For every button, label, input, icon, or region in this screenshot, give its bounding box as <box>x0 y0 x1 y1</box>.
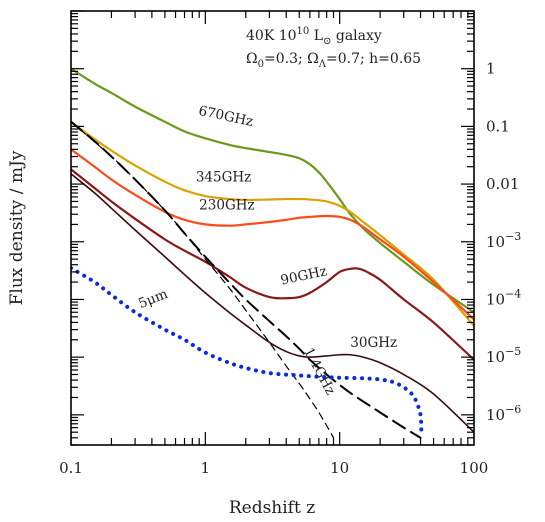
series-670ghz-line <box>71 67 474 314</box>
y-tick-label: 0.1 <box>486 117 510 135</box>
series-345ghz-line <box>71 120 474 327</box>
series-label-1-4ghz: 1.4GHz <box>300 345 338 398</box>
series-extrapolation-6-line <box>71 121 335 439</box>
x-tick-label: 0.1 <box>59 459 83 477</box>
annotation-line-2: Ω0=0.3; ΩΛ=0.7; h=0.65 <box>246 51 421 70</box>
y-tick-label: 10−5 <box>486 345 521 366</box>
y-tick-label: 0.01 <box>486 175 519 193</box>
series-5um-line <box>71 266 424 439</box>
series-90ghz-line <box>71 168 474 361</box>
y-tick-label: 1 <box>486 60 496 78</box>
y-tick-label: 10−3 <box>486 230 521 251</box>
series-30ghz-line <box>71 173 474 433</box>
series-label-230ghz: 230GHz <box>199 198 254 214</box>
ticks-layer <box>70 10 474 446</box>
curves-layer <box>71 67 474 439</box>
tick-labels-layer: 0.1 1 10 100 1 0.1 0.01 10−3 10−4 10−5 10−6 <box>59 60 521 477</box>
y-tick-label: 10−6 <box>486 403 521 424</box>
series-label-670ghz: 670GHz <box>197 103 255 130</box>
y-tick-label: 10−4 <box>486 287 521 308</box>
x-tick-label: 10 <box>330 459 349 477</box>
series-label-30ghz: 30GHz <box>350 335 397 351</box>
annotation-line-1: 40K 1010 L⊙ galaxy <box>246 26 382 47</box>
x-tick-label: 100 <box>460 459 489 477</box>
plot-frame <box>70 10 475 446</box>
series-label-5um: 5μm <box>136 286 170 312</box>
x-axis-label: Redshift z <box>229 498 315 518</box>
series-230ghz-line <box>71 148 474 321</box>
series-label-345ghz: 345GHz <box>196 170 251 186</box>
y-axis-label: Flux density / mJy <box>7 150 27 305</box>
x-tick-label: 1 <box>201 459 211 477</box>
